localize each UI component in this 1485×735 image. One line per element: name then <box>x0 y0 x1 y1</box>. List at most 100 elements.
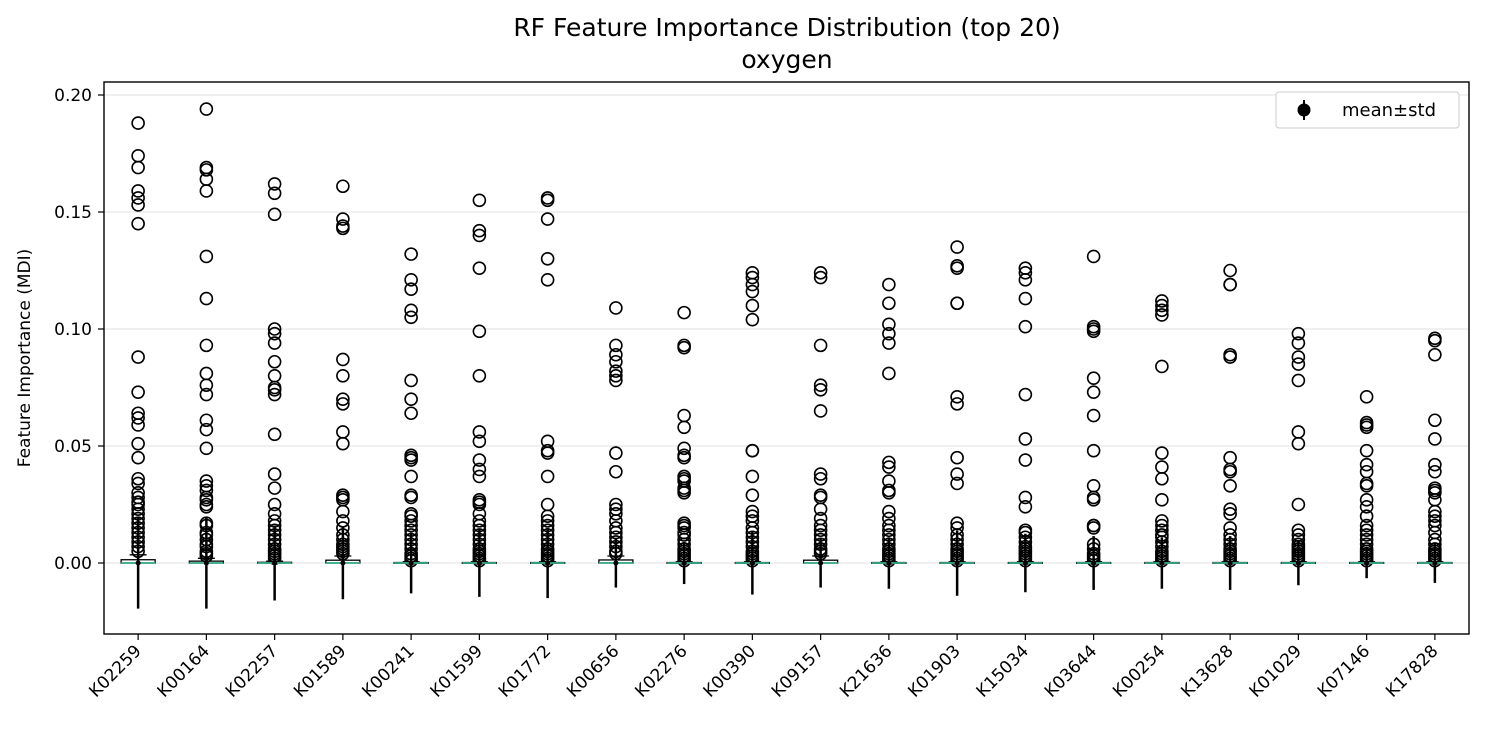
outlier-point <box>131 511 145 526</box>
outlier-point <box>336 221 350 236</box>
outlier-point <box>267 207 282 222</box>
outlier-point <box>540 469 555 484</box>
outlier-point <box>1359 443 1374 458</box>
outlier-point <box>813 270 828 285</box>
outlier-point <box>1155 308 1169 322</box>
outlier-point <box>404 490 418 505</box>
mean-marker <box>1364 560 1370 566</box>
outlier-point <box>882 485 896 500</box>
outlier-point <box>950 528 964 542</box>
plot-frame <box>103 81 1470 635</box>
outlier-point <box>131 436 145 451</box>
outlier-point <box>1155 553 1169 568</box>
outlier-point <box>1291 425 1306 439</box>
outlier-point <box>1291 326 1306 341</box>
outlier-point <box>1086 408 1101 423</box>
outlier-point <box>336 436 350 451</box>
outlier-point <box>950 390 964 404</box>
outlier-point <box>813 502 828 516</box>
outlier-point <box>677 408 691 423</box>
outlier-point <box>540 523 555 538</box>
outlier-point <box>404 247 418 261</box>
x-tick-label: K02276 <box>631 641 691 701</box>
outlier-point <box>540 446 555 460</box>
outlier-point <box>336 352 350 367</box>
outlier-point <box>472 462 487 477</box>
chart-title: RF Feature Importance Distribution (top … <box>513 13 1060 42</box>
mean-marker <box>203 560 209 566</box>
outlier-point <box>1428 509 1442 524</box>
outlier-point <box>267 387 282 402</box>
outlier-point <box>336 504 350 519</box>
outlier-point <box>745 443 760 458</box>
outlier-point <box>472 469 487 484</box>
outlier-point <box>1155 530 1169 545</box>
outlier-point <box>131 450 145 465</box>
outlier-point <box>609 507 623 521</box>
outlier-point <box>609 464 623 479</box>
outlier-point <box>472 514 487 528</box>
outlier-point <box>131 471 145 486</box>
outlier-point <box>1291 553 1306 568</box>
outlier-point <box>472 553 487 568</box>
mean-marker <box>954 560 960 566</box>
outlier-point <box>472 434 487 449</box>
outlier-point <box>199 172 214 187</box>
outlier-point <box>950 296 964 311</box>
mean-marker <box>272 560 278 566</box>
mean-marker <box>1227 560 1233 566</box>
outlier-point <box>199 378 214 392</box>
outlier-point <box>677 450 691 465</box>
outlier-point <box>404 469 418 484</box>
mean-marker <box>749 560 755 566</box>
outlier-point <box>131 507 145 521</box>
x-tick-label: K01903 <box>904 641 964 701</box>
outlier-point <box>267 368 282 383</box>
mean-marker <box>135 560 141 566</box>
outlier-point <box>199 539 214 554</box>
outlier-point <box>1359 390 1374 404</box>
mean-marker <box>1432 560 1438 566</box>
x-tick-label: K03644 <box>1041 641 1101 701</box>
outlier-point <box>199 518 214 533</box>
x-tick-label: K02259 <box>85 641 145 701</box>
outlier-point <box>609 301 623 315</box>
outlier-point <box>131 516 145 531</box>
mean-marker <box>1295 560 1301 566</box>
outlier-point <box>882 460 896 474</box>
outlier-point <box>882 336 896 350</box>
outlier-point <box>404 406 418 421</box>
outlier-point <box>1155 298 1169 313</box>
outlier-point <box>813 537 828 552</box>
outlier-point <box>882 277 896 292</box>
outlier-point <box>609 338 623 353</box>
x-tick-label: K09157 <box>768 641 828 701</box>
outlier-point <box>677 485 691 500</box>
outlier-point <box>540 212 555 226</box>
outlier-point <box>745 553 760 568</box>
outlier-point <box>199 493 214 507</box>
outlier-point <box>950 476 964 491</box>
x-tick-label: K00656 <box>563 641 623 701</box>
outlier-point <box>1223 528 1237 542</box>
outlier-point <box>813 546 828 561</box>
x-tick-label: K02257 <box>222 641 282 701</box>
outlier-point <box>677 420 691 435</box>
outlier-point <box>199 441 214 456</box>
outlier-point <box>1223 263 1237 278</box>
outlier-point <box>609 354 623 369</box>
outlier-point <box>267 427 282 442</box>
outlier-point <box>267 354 282 369</box>
outlier-point <box>745 312 760 327</box>
mean-marker <box>1091 560 1097 566</box>
y-gridlines <box>104 94 1469 564</box>
outlier-point <box>882 528 896 542</box>
outlier-point <box>131 476 145 491</box>
outlier-point <box>1018 273 1033 287</box>
y-tick-label: 0.15 <box>54 203 92 223</box>
outlier-point <box>1359 553 1374 568</box>
outlier-point <box>336 392 350 407</box>
outlier-point <box>404 310 418 325</box>
outlier-point <box>472 261 487 275</box>
outlier-point <box>404 392 418 407</box>
